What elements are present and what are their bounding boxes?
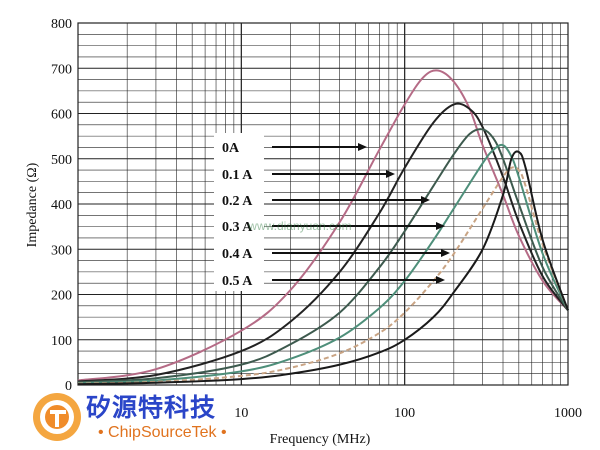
y-tick-label: 600 — [51, 108, 72, 123]
series-line-4 — [77, 166, 569, 385]
x-axis-title: Frequency (MHz) — [270, 432, 371, 447]
annotation-label: 0.3 A — [222, 220, 253, 235]
x-tick-label: 10 — [234, 406, 248, 421]
annotation-label: 0.5 A — [222, 274, 253, 289]
watermark: 矽源特科技 • ChipSourceTek • — [30, 388, 260, 450]
y-tick-label: 800 — [51, 17, 72, 32]
annotation-arrowhead — [358, 143, 367, 151]
annotation-arrowhead — [436, 222, 445, 230]
grid — [77, 22, 569, 386]
x-tick-labels: 10 100 1000 — [234, 406, 582, 421]
annotation-arrowhead — [441, 249, 450, 257]
chipsourcetek-logo-icon — [33, 393, 81, 441]
y-tick-label: 500 — [51, 153, 72, 168]
watermark-english-text: • ChipSourceTek • — [98, 424, 227, 441]
series-line-0 — [77, 69, 569, 382]
x-tick-label: 100 — [394, 406, 415, 421]
watermark-chinese-text: 矽源特科技 — [86, 393, 217, 422]
series-line-3 — [77, 143, 569, 385]
watermark-overlay-text: www.dianyuan.com — [247, 219, 351, 233]
series-lines — [77, 69, 569, 386]
x-tick-label: 1000 — [554, 406, 582, 421]
series-line-2 — [77, 128, 569, 384]
annotation-arrowhead — [421, 196, 430, 204]
annotation-label-background — [214, 133, 264, 291]
annotation-arrowhead — [386, 170, 395, 178]
annotations: 0A 0.1 A 0.2 A 0.3 A 0.4 A 0.5 A — [214, 133, 450, 291]
y-axis-title: Impedance (Ω) — [25, 162, 40, 247]
y-tick-labels: 0 100 200 300 400 500 600 700 800 — [51, 17, 72, 394]
annotation-arrowhead — [436, 276, 445, 284]
y-tick-label: 200 — [51, 289, 72, 304]
series-line-1 — [77, 102, 569, 383]
y-tick-label: 100 — [51, 334, 72, 349]
annotation-label: 0.2 A — [222, 194, 253, 209]
annotation-label: 0.4 A — [222, 247, 253, 262]
annotation-label: 0A — [222, 141, 240, 156]
annotation-label: 0.1 A — [222, 168, 253, 183]
y-tick-label: 0 — [65, 379, 72, 394]
y-tick-label: 700 — [51, 62, 72, 77]
y-tick-label: 300 — [51, 243, 72, 258]
y-tick-label: 400 — [51, 198, 72, 213]
plot-frame — [77, 22, 569, 386]
series-line-5 — [77, 150, 569, 386]
